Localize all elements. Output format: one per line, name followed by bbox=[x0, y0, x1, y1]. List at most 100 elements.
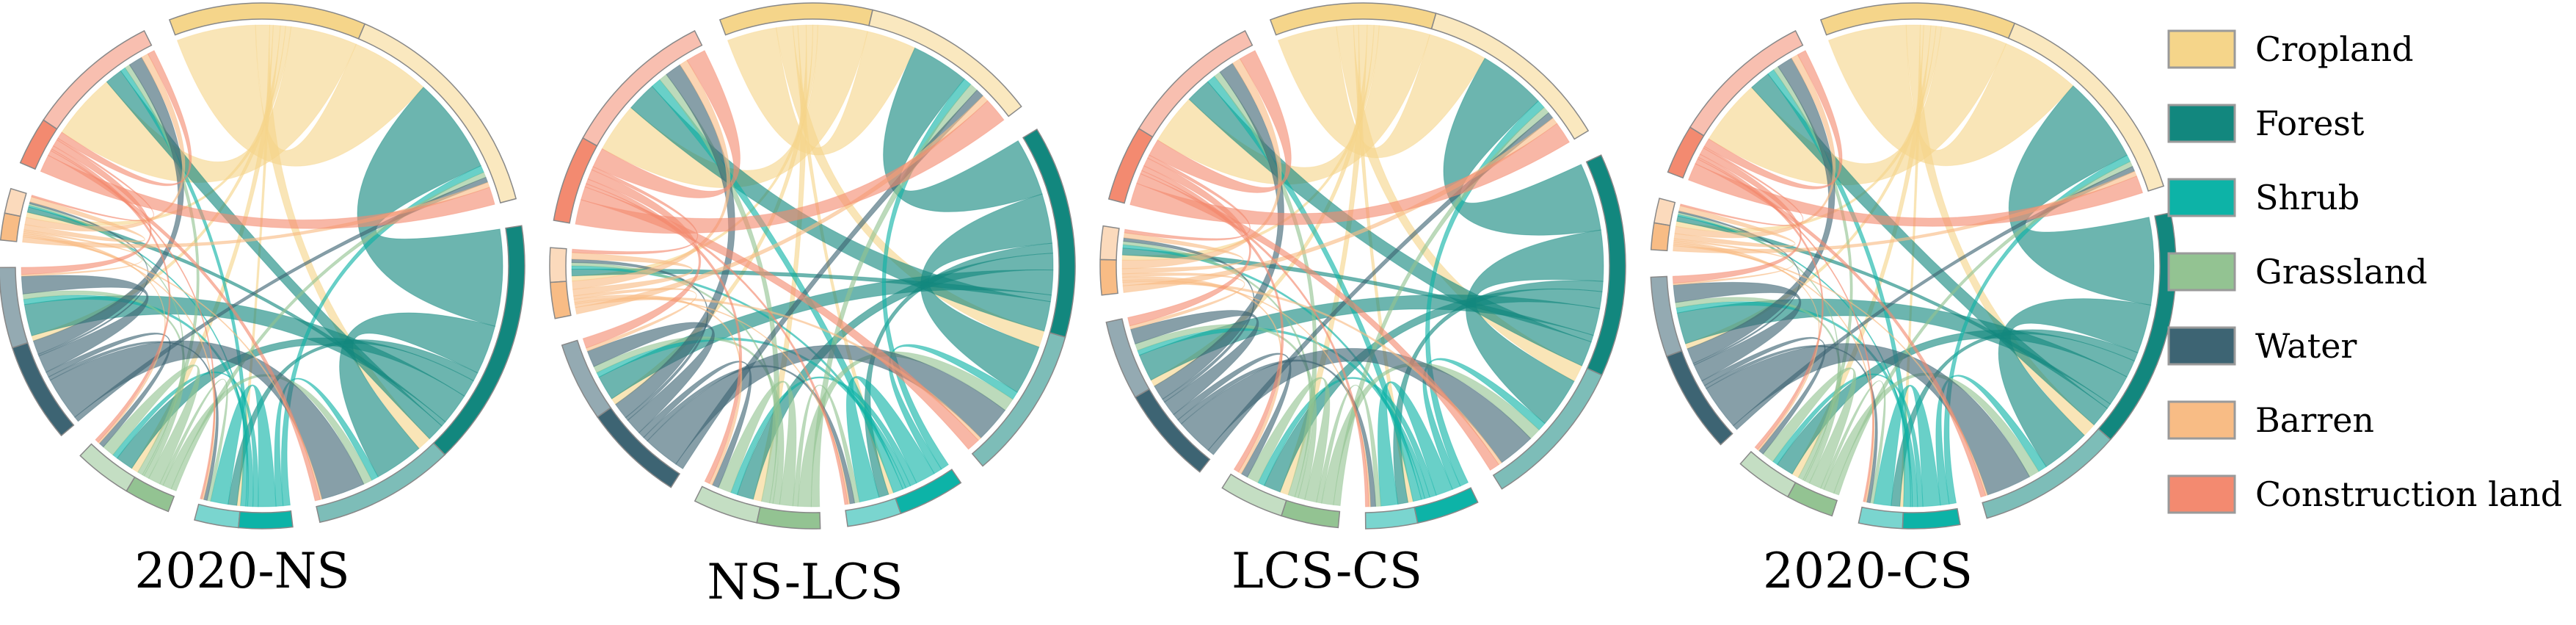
flow-grassland-to-forest bbox=[1823, 372, 2040, 494]
flow-water-to-forest bbox=[49, 340, 365, 500]
group-arc-forest-target bbox=[316, 442, 446, 524]
flow-shrub-to-cropland bbox=[881, 78, 972, 470]
chord-panel-2020-cs: 2020-CS bbox=[1650, 2, 2177, 599]
flow-barren-to-grassland bbox=[573, 295, 743, 485]
flow-construction-land-to-cropland bbox=[1129, 123, 1571, 225]
flow-forest-to-construction-land bbox=[1188, 81, 1592, 366]
flow-shrub-to-construction-land bbox=[1207, 76, 1422, 502]
group-arc-forest-target bbox=[1492, 367, 1603, 490]
flow-water-to-shrub bbox=[48, 341, 219, 501]
group-arc-forest-target bbox=[971, 332, 1066, 467]
flow-water-to-forest bbox=[1706, 343, 2031, 496]
legend-swatch-cropland bbox=[2167, 29, 2236, 69]
group-arc-barren-target bbox=[549, 247, 567, 283]
flow-barren-to-water bbox=[1673, 238, 1794, 286]
flow-water-to-shrub bbox=[643, 365, 856, 505]
group-arc-construction-land-target bbox=[1138, 29, 1254, 138]
flow-water-to-grassland bbox=[46, 332, 171, 448]
flow-construction-land-to-barren bbox=[1124, 154, 1251, 241]
flow-construction-land-to-barren bbox=[1679, 145, 1804, 226]
flow-grassland-to-grassland bbox=[718, 380, 797, 507]
group-arc-grassland-target bbox=[694, 485, 761, 524]
flow-water-to-shrub bbox=[1177, 359, 1377, 507]
group-arc-barren-source bbox=[549, 281, 572, 319]
flow-barren-to-shrub bbox=[1122, 279, 1372, 507]
group-arc-shrub-source bbox=[238, 510, 294, 530]
legend-label-water: Water bbox=[2255, 326, 2357, 366]
flow-forest-to-forest bbox=[1466, 229, 1604, 425]
flow-construction-land-to-construction-land bbox=[1149, 50, 1292, 193]
flow-shrub-to-grassland bbox=[1772, 373, 1924, 507]
flow-barren-to-shrub bbox=[1673, 242, 1875, 503]
flow-water-to-construction-land bbox=[614, 64, 735, 419]
legend-label-grassland: Grassland bbox=[2255, 252, 2428, 292]
flow-construction-land-to-grassland bbox=[1141, 165, 1284, 473]
flow-grassland-to-shrub bbox=[1316, 384, 1382, 507]
group-arc-construction-land-target bbox=[1689, 29, 1804, 137]
legend-label-shrub: Shrub bbox=[2255, 178, 2359, 217]
flow-barren-to-barren bbox=[571, 252, 694, 297]
group-arc-water-target bbox=[1105, 318, 1150, 398]
flow-shrub-to-cropland bbox=[1943, 154, 2131, 505]
flow-grassland-to-construction-land bbox=[124, 64, 200, 476]
flow-shrub-to-shrub bbox=[845, 376, 935, 503]
group-arc-grassland-target bbox=[1221, 473, 1287, 517]
group-arc-barren-source bbox=[1650, 222, 1671, 252]
flow-barren-to-construction-land bbox=[24, 53, 186, 232]
flow-shrub-to-construction-land bbox=[120, 67, 248, 507]
group-arc-shrub-target bbox=[194, 503, 241, 529]
group-arc-forest-target bbox=[1982, 427, 2111, 519]
legend-swatch-construction-land bbox=[2167, 474, 2236, 514]
group-arc-barren-target bbox=[1099, 225, 1120, 261]
flow-grassland-to-construction-land bbox=[1773, 66, 1853, 481]
group-arc-barren-target bbox=[4, 187, 27, 217]
flow-barren-to-grassland bbox=[1121, 276, 1283, 474]
flow-construction-land-to-water bbox=[1127, 157, 1251, 327]
group-arc-barren-source bbox=[0, 212, 21, 242]
flow-construction-land-to-grassland bbox=[51, 145, 171, 443]
flow-water-to-forest bbox=[647, 344, 1006, 465]
flow-grassland-to-grassland bbox=[1762, 367, 1857, 489]
group-arc-construction-land-target bbox=[582, 29, 703, 147]
legend-swatch-barren bbox=[2167, 400, 2236, 440]
flow-construction-land-to-grassland bbox=[1698, 153, 1824, 450]
legend: Cropland Forest Shrub Grassland Water Barren C… bbox=[2167, 29, 2562, 514]
flow-shrub-to-construction-land bbox=[651, 79, 903, 494]
chord-panel-ns-lcs: NS-LCS bbox=[549, 2, 1076, 610]
flow-water-to-grassland bbox=[638, 361, 752, 488]
flow-barren-to-grassland bbox=[23, 231, 166, 444]
flow-construction-land-to-construction-land bbox=[1703, 50, 1843, 189]
legend-swatch-water bbox=[2167, 326, 2236, 366]
flow-barren-to-cropland bbox=[1673, 170, 2138, 254]
flow-shrub-to-shrub bbox=[1873, 384, 1941, 507]
panel-label-lcs-cs: LCS-CS bbox=[1231, 543, 1422, 599]
panel-label-2020-ns: 2020-NS bbox=[134, 543, 349, 599]
flow-water-to-grassland bbox=[1173, 353, 1292, 478]
group-arc-water-target bbox=[0, 267, 29, 349]
flow-construction-land-to-water bbox=[582, 169, 702, 349]
flow-construction-land-to-grassland bbox=[586, 178, 743, 484]
legend-label-construction-land: Construction land bbox=[2255, 474, 2562, 514]
flow-water-to-water bbox=[586, 322, 715, 434]
chord-panel-lcs-cs: LCS-CS bbox=[1099, 2, 1626, 599]
flow-barren-to-barren bbox=[23, 196, 145, 243]
flow-forest-to-cropland bbox=[883, 47, 1043, 212]
group-arc-shrub-target bbox=[1858, 506, 1904, 530]
panels-layer: 2020-NS NS-LCS LCS-CS 2020-CS bbox=[0, 2, 2177, 610]
flow-water-to-grassland bbox=[1701, 336, 1826, 455]
flow-construction-land-to-construction-land bbox=[57, 50, 192, 187]
flow-shrub-to-shrub bbox=[210, 384, 277, 507]
flow-construction-land-to-water bbox=[1672, 147, 1802, 284]
legend-swatch-grassland bbox=[2167, 252, 2236, 292]
legend-swatch-shrub bbox=[2167, 178, 2236, 217]
flow-water-to-barren bbox=[29, 201, 149, 357]
legend-swatch-forest bbox=[2167, 104, 2236, 143]
group-arc-shrub-source bbox=[1902, 507, 1961, 530]
flow-grassland-to-forest bbox=[797, 351, 1014, 507]
flow-barren-to-water bbox=[1121, 272, 1245, 330]
flow-barren-to-barren bbox=[1673, 205, 1796, 248]
flow-water-to-shrub bbox=[1703, 344, 1878, 504]
group-arc-construction-land-target bbox=[43, 29, 153, 130]
flow-shrub-to-shrub bbox=[1377, 381, 1453, 507]
